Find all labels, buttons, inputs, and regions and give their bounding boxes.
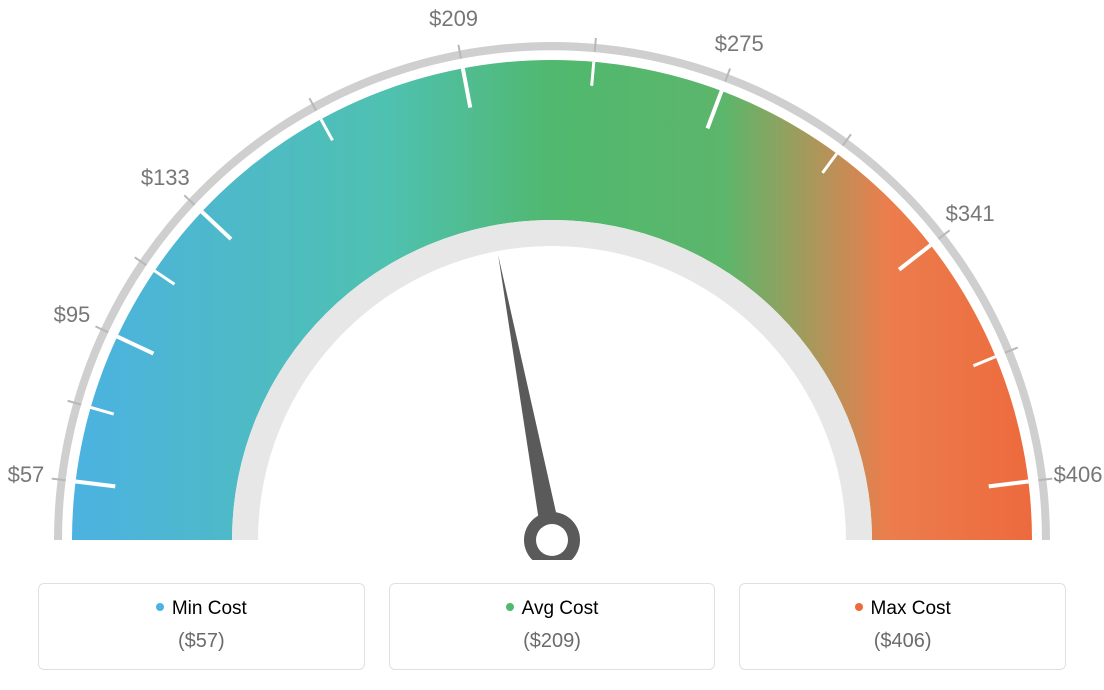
legend-card-max: Max Cost ($406) xyxy=(739,583,1066,670)
tick-label: $95 xyxy=(54,302,91,328)
legend-title-min: Min Cost xyxy=(39,598,364,620)
legend-dot-max xyxy=(855,603,863,611)
legend-title-avg: Avg Cost xyxy=(390,598,715,620)
tick-label: $209 xyxy=(429,6,478,32)
tick-label: $406 xyxy=(1054,462,1103,488)
legend-value-avg: ($209) xyxy=(390,630,715,653)
legend-value-min: ($57) xyxy=(39,630,364,653)
gauge-svg xyxy=(0,0,1104,560)
gauge-area: $57 $95 $133 $209 $275 $341 $406 xyxy=(0,0,1104,560)
legend-card-min: Min Cost ($57) xyxy=(38,583,365,670)
legend-value-max: ($406) xyxy=(740,630,1065,653)
legend-card-avg: Avg Cost ($209) xyxy=(389,583,716,670)
legend-label-min: Min Cost xyxy=(172,598,247,619)
tick-label: $275 xyxy=(715,31,764,57)
tick-label: $133 xyxy=(141,165,190,191)
legend-label-max: Max Cost xyxy=(871,598,951,619)
legend-label-avg: Avg Cost xyxy=(522,598,599,619)
tick-label: $57 xyxy=(8,462,45,488)
tick-label: $341 xyxy=(946,201,995,227)
cost-gauge-chart: $57 $95 $133 $209 $275 $341 $406 Min Cost ($57… xyxy=(0,0,1104,690)
legend-dot-min xyxy=(156,603,164,611)
legend-title-max: Max Cost xyxy=(740,598,1065,620)
legend-dot-avg xyxy=(506,603,514,611)
legend-row: Min Cost ($57) Avg Cost ($209) Max Cost … xyxy=(38,583,1066,670)
